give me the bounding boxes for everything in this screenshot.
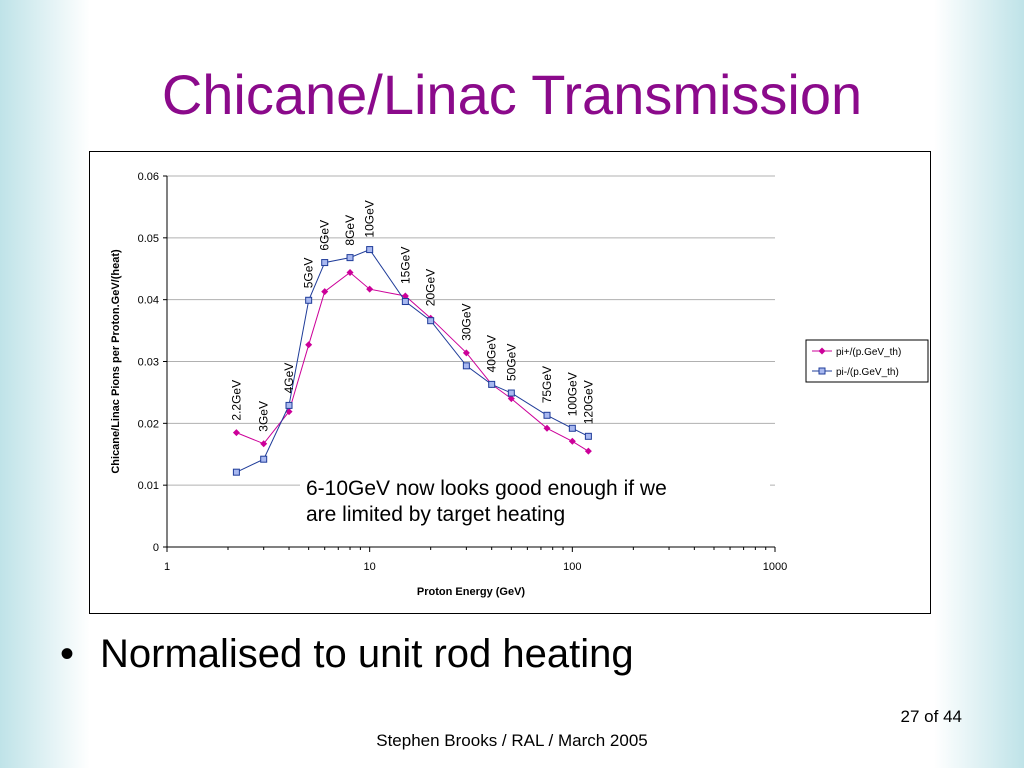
data-point (285, 401, 293, 409)
point-label: 20GeV (424, 269, 438, 306)
data-point (507, 389, 515, 397)
point-label: 6GeV (318, 220, 332, 251)
data-point (321, 288, 329, 296)
data-point (232, 429, 240, 437)
data-point (568, 437, 576, 445)
data-point (346, 268, 354, 276)
point-label: 5GeV (302, 258, 316, 289)
legend-marker (818, 347, 826, 355)
point-label: 120GeV (581, 380, 595, 424)
x-axis-title: Proton Energy (GeV) (417, 586, 526, 598)
data-point (543, 411, 551, 419)
y-tick-label: 0.02 (138, 418, 159, 430)
series-line-2 (236, 248, 589, 473)
data-point (305, 341, 313, 349)
data-point (346, 254, 354, 262)
bullet-point: • Normalised to unit rod heating (60, 632, 634, 677)
y-tick-label: 0.06 (138, 171, 159, 183)
data-point (305, 296, 313, 304)
data-point (366, 246, 374, 254)
point-label: 75GeV (540, 366, 554, 403)
point-label: 4GeV (282, 363, 296, 394)
data-point (260, 455, 268, 463)
data-point (488, 380, 496, 388)
y-tick-label: 0.03 (138, 357, 159, 369)
point-label: 30GeV (459, 303, 473, 340)
y-tick-label: 0 (153, 542, 159, 554)
point-label: 40GeV (485, 335, 499, 372)
point-label: 2.2GeV (229, 380, 243, 421)
x-tick-label: 1000 (763, 561, 787, 573)
legend-label: pi+/(p.GeV_th) (836, 347, 901, 358)
point-label: 100GeV (565, 372, 579, 416)
data-point (401, 292, 409, 300)
data-point (232, 468, 240, 476)
data-point (427, 317, 435, 325)
data-point (584, 432, 592, 440)
x-tick-label: 100 (563, 561, 581, 573)
legend-box (805, 339, 929, 383)
point-label: 15GeV (398, 247, 412, 284)
y-tick-label: 0.05 (138, 233, 159, 245)
data-point (543, 424, 551, 432)
legend-label: pi-/(p.GeV_th) (836, 367, 899, 378)
data-point (321, 259, 329, 267)
x-tick-label: 10 (364, 561, 376, 573)
bullet-marker: • (60, 632, 75, 676)
data-point (584, 447, 592, 455)
annotation-text: 6-10GeV now looks good enough if we are l… (306, 477, 667, 526)
data-point (260, 440, 268, 448)
x-tick-label: 1 (164, 561, 170, 573)
bullet-text: Normalised to unit rod heating (100, 632, 634, 676)
slide-title: Chicane/Linac Transmission (161, 63, 863, 126)
page-number: 27 of 44 (900, 707, 962, 726)
y-tick-label: 0.01 (138, 480, 159, 492)
legend-marker (818, 367, 826, 375)
data-point (462, 362, 470, 370)
footer-text: Stephen Brooks / RAL / March 2005 (376, 731, 648, 750)
data-point (507, 395, 515, 403)
point-label: 50GeV (504, 344, 518, 381)
point-label: 3GeV (257, 401, 271, 432)
data-point (462, 349, 470, 357)
point-label: 8GeV (343, 215, 357, 246)
data-point (401, 298, 409, 306)
chart-container: 0 0.01 0.02 0.03 0.04 0.05 0.06 1 10 100 1000 Proto… (89, 151, 931, 614)
y-tick-label: 0.04 (138, 295, 159, 307)
point-label: 10GeV (363, 200, 377, 237)
chart-svg: 0 0.01 0.02 0.03 0.04 0.05 0.06 1 10 100 1000 Proto… (110, 171, 929, 598)
y-axis-title: Chicane/Linac Pions per Proton.GeV/(heat… (110, 249, 122, 474)
annotation-background (300, 472, 770, 538)
data-point (366, 285, 374, 293)
data-point (568, 424, 576, 432)
